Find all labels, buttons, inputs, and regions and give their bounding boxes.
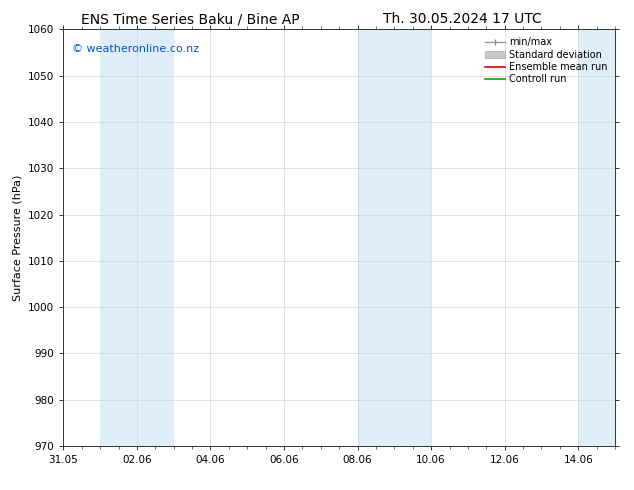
Bar	[578, 29, 615, 446]
Text: © weatheronline.co.nz: © weatheronline.co.nz	[72, 44, 199, 54]
Legend: min/max, Standard deviation, Ensemble mean run, Controll run: min/max, Standard deviation, Ensemble me…	[482, 34, 610, 87]
Bar	[100, 29, 174, 446]
Y-axis label: Surface Pressure (hPa): Surface Pressure (hPa)	[13, 174, 23, 301]
Bar	[358, 29, 394, 446]
Text: Th. 30.05.2024 17 UTC: Th. 30.05.2024 17 UTC	[384, 12, 542, 26]
Text: ENS Time Series Baku / Bine AP: ENS Time Series Baku / Bine AP	[81, 12, 299, 26]
Bar	[394, 29, 431, 446]
